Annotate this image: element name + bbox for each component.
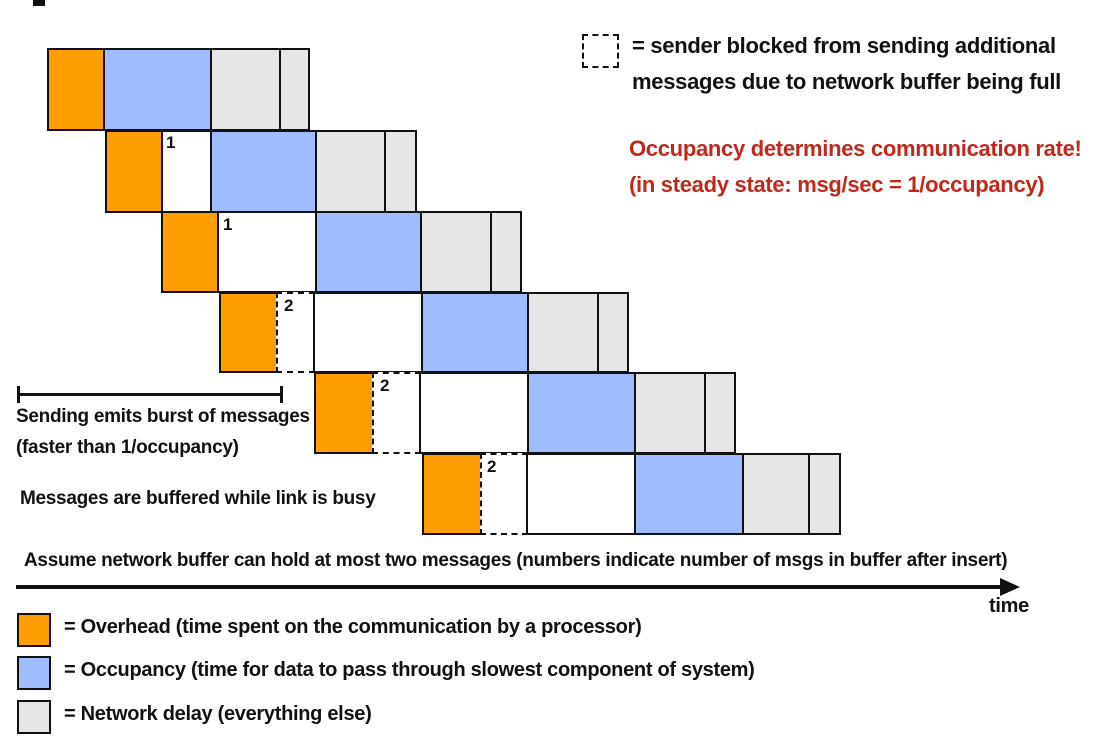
legend-blocked-line2: messages due to network buffer being ful…: [632, 69, 1061, 94]
occupancy-block: [103, 48, 212, 131]
overhead-block: [105, 130, 163, 213]
network-delay-block: [808, 453, 841, 535]
buffer-count: 2: [380, 376, 390, 395]
overhead-block: [314, 372, 374, 454]
overhead-block: [219, 292, 278, 373]
occupancy-block: [527, 372, 636, 454]
burst-note-line1: Sending emits burst of messages: [16, 406, 310, 427]
buffered-note: Messages are buffered while link is busy: [20, 488, 376, 509]
network-delay-block: [704, 372, 736, 454]
network-delay-block: [315, 130, 386, 213]
occupancy-block: [210, 130, 317, 213]
occupancy-block: [315, 211, 422, 293]
legend-occupancy-swatch: [17, 656, 51, 690]
network-delay-block: [490, 211, 522, 293]
network-delay-block: [279, 48, 310, 131]
overhead-block: [161, 211, 219, 293]
occupancy-block: [421, 292, 529, 373]
legend-network-delay-swatch: [17, 700, 51, 734]
overhead-block: [47, 48, 105, 131]
legend-overhead-swatch: [17, 613, 51, 647]
legend-network-delay-label: = Network delay (everything else): [64, 703, 372, 725]
network-delay-block: [527, 292, 599, 373]
slide-edge-mark: [33, 0, 45, 6]
buffer-count: 1: [223, 215, 233, 234]
overhead-block: [422, 453, 482, 535]
sender-blocked-block: [480, 453, 528, 535]
buffered-wait-block: [217, 211, 317, 293]
buffer-count: 1: [166, 133, 176, 152]
legend-blocked-line1: = sender blocked from sending additional: [632, 33, 1056, 58]
legend-occupancy-label: = Occupancy (time for data to pass throu…: [64, 659, 755, 681]
occupancy-rate-heading: Occupancy determines communication rate!: [629, 136, 1082, 161]
network-delay-block: [634, 372, 706, 454]
buffered-wait-block: [526, 453, 636, 535]
network-delay-block: [597, 292, 629, 373]
occupancy-block: [634, 453, 744, 535]
network-delay-block: [742, 453, 810, 535]
buffer-assumption: Assume network buffer can hold at most t…: [24, 550, 1008, 571]
burst-note-line2: (faster than 1/occupancy): [16, 437, 239, 458]
time-axis-label: time: [989, 595, 1029, 617]
buffered-wait-block: [313, 292, 423, 373]
buffer-count: 2: [284, 296, 294, 315]
legend-overhead-label: = Overhead (time spent on the communicat…: [64, 616, 642, 638]
legend-blocked-swatch: [582, 34, 619, 68]
network-delay-block: [210, 48, 281, 131]
network-delay-block: [420, 211, 492, 293]
network-delay-block: [384, 130, 417, 213]
buffer-count: 2: [487, 457, 497, 476]
buffered-wait-block: [419, 372, 529, 454]
steady-state-note: (in steady state: msg/sec = 1/occupancy): [629, 172, 1045, 197]
sender-blocked-block: [276, 292, 315, 373]
